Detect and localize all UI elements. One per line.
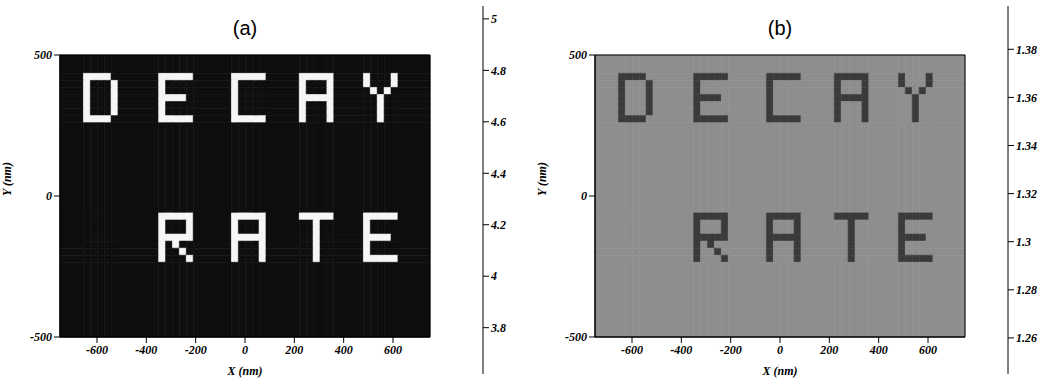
svg-text:500: 500 <box>569 48 587 62</box>
html-text:(a): (a) <box>232 17 258 39</box>
svg-text:Y (nm): Y (nm) <box>0 162 14 196</box>
svg-text:1.3: 1.3 <box>1016 235 1031 249</box>
svg-text:-200: -200 <box>720 343 742 357</box>
svg-text:600: 600 <box>384 343 402 357</box>
svg-text:1.28: 1.28 <box>1016 283 1037 297</box>
svg-text:4.2: 4.2 <box>490 218 506 232</box>
svg-text:0: 0 <box>581 189 587 203</box>
svg-text:X (nm): X (nm) <box>761 364 797 378</box>
svg-text:500: 500 <box>34 48 52 62</box>
svg-text:-400: -400 <box>135 343 157 357</box>
svg-text:400: 400 <box>869 343 888 357</box>
svg-text:-500: -500 <box>565 330 587 344</box>
svg-text:200: 200 <box>819 343 838 357</box>
svg-text:3.8: 3.8 <box>490 321 506 335</box>
svg-text:4.4: 4.4 <box>490 167 506 181</box>
svg-text:1.32: 1.32 <box>1016 187 1037 201</box>
svg-text:1.36: 1.36 <box>1016 91 1037 105</box>
svg-text:X (nm): X (nm) <box>226 364 262 378</box>
svg-text:-200: -200 <box>185 343 207 357</box>
svg-text:200: 200 <box>284 343 303 357</box>
svg-text:1.38: 1.38 <box>1016 43 1037 57</box>
html-text:(b): (b) <box>767 17 793 39</box>
svg-text:Y (nm): Y (nm) <box>535 162 549 196</box>
svg-text:4.6: 4.6 <box>490 115 506 129</box>
svg-text:1.34: 1.34 <box>1016 139 1037 153</box>
svg-text:-400: -400 <box>670 343 692 357</box>
svg-text:-600: -600 <box>86 343 108 357</box>
svg-text:0: 0 <box>242 343 248 357</box>
svg-text:4.8: 4.8 <box>490 64 506 78</box>
svg-text:-600: -600 <box>621 343 643 357</box>
svg-text:400: 400 <box>334 343 353 357</box>
svg-text:4: 4 <box>490 269 497 283</box>
svg-text:0: 0 <box>46 189 52 203</box>
svg-text:0: 0 <box>777 343 783 357</box>
svg-text:-500: -500 <box>30 330 52 344</box>
svg-text:600: 600 <box>919 343 937 357</box>
svg-text:1.26: 1.26 <box>1016 331 1037 345</box>
svg-text:5: 5 <box>491 12 497 26</box>
